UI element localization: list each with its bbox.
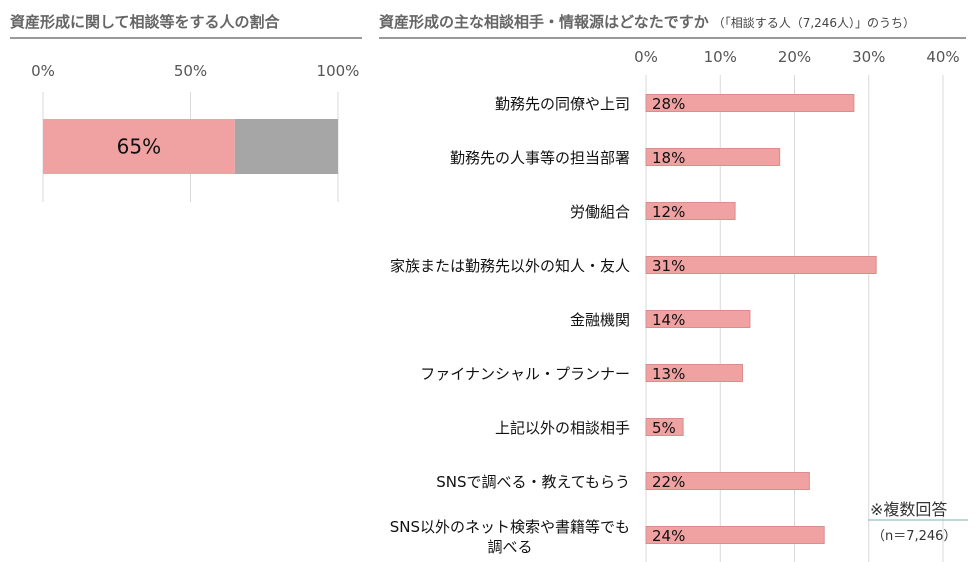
notes: ※複数回答 （n＝7,246） xyxy=(868,500,968,544)
left-chart-title: 資産形成に関して相談等をする人の割合 xyxy=(10,13,281,31)
right-bar xyxy=(645,202,736,220)
right-category-label: 勤務先の同僚や上司 xyxy=(495,95,630,113)
right-x-tick-label: 10% xyxy=(704,48,737,66)
right-bar xyxy=(645,472,810,490)
right-bar-value-label: 31% xyxy=(652,257,685,275)
right-category-label-line: SNS以外のネット検索や書籍等でも xyxy=(390,518,630,536)
right-bar-value-label: 24% xyxy=(652,527,685,545)
right-bar-value-label: 12% xyxy=(652,203,685,221)
right-chart: 資産形成の主な相談相手・情報源はどなたですか （「相談する人（7,246人）」のう… xyxy=(379,13,966,562)
left-bar-segment-value xyxy=(43,119,235,174)
right-category-label: 勤務先の人事等の担当部署 xyxy=(450,149,630,167)
right-category-label: 上記以外の相談相手 xyxy=(495,419,630,437)
left-x-tick-label: 0% xyxy=(31,62,55,80)
left-chart: 資産形成に関して相談等をする人の割合 0% 50% 100% 65% xyxy=(10,13,362,202)
right-bar xyxy=(645,256,877,274)
right-category-label: SNSで調べる・教えてもらう xyxy=(436,473,630,491)
right-bar-value-label: 28% xyxy=(652,95,685,113)
right-category-label: 金融機関 xyxy=(570,311,630,329)
right-value-labels: 28% 18% 12% 31% 14% 13% 5% 22% 24% xyxy=(652,95,685,545)
right-category-label: SNS以外のネット検索や書籍等でも調べる xyxy=(390,518,630,556)
right-bar xyxy=(645,310,751,328)
left-bar-segment-rest xyxy=(234,119,338,174)
right-bar xyxy=(645,526,825,544)
right-category-label: 労働組合 xyxy=(570,203,630,221)
right-x-tick-label: 20% xyxy=(778,48,811,66)
right-x-tick-label: 0% xyxy=(634,48,658,66)
right-bar-value-label: 14% xyxy=(652,311,685,329)
right-category-label: 家族または勤務先以外の知人・友人 xyxy=(390,257,630,275)
sample-size-note: （n＝7,246） xyxy=(872,529,956,544)
right-chart-title: 資産形成の主な相談相手・情報源はどなたですか xyxy=(379,13,709,31)
right-chart-subtitle: （「相談する人（7,246人）」のうち） xyxy=(713,15,915,30)
right-category-label: ファイナンシャル・プランナー xyxy=(420,365,630,383)
right-chart-heading: 資産形成の主な相談相手・情報源はどなたですか （「相談する人（7,246人）」のう… xyxy=(379,13,915,31)
right-bar-value-label: 22% xyxy=(652,473,685,491)
left-bars: 65% xyxy=(43,119,338,174)
left-x-tick-label: 100% xyxy=(317,62,360,80)
right-bar xyxy=(645,364,744,382)
right-category-labels: 勤務先の同僚や上司勤務先の人事等の担当部署労働組合家族または勤務先以外の知人・友… xyxy=(390,95,630,556)
right-x-tick-label: 40% xyxy=(926,48,959,66)
left-bar-value-label: 65% xyxy=(117,135,161,159)
right-bar xyxy=(645,94,855,112)
right-x-ticks: 0% 10% 20% 30% 40% xyxy=(634,48,960,66)
right-bar-value-label: 18% xyxy=(652,149,685,167)
right-bar xyxy=(645,418,684,436)
right-bar xyxy=(645,148,781,166)
left-x-tick-label: 50% xyxy=(174,62,207,80)
right-category-label-line: 調べる xyxy=(487,538,532,556)
right-bars xyxy=(645,94,877,544)
right-bar-value-label: 5% xyxy=(652,419,676,437)
left-x-ticks: 0% 50% 100% xyxy=(31,62,359,80)
multiple-answers-note: ※複数回答 xyxy=(870,500,947,519)
right-bar-value-label: 13% xyxy=(652,365,685,383)
right-x-tick-label: 30% xyxy=(852,48,885,66)
